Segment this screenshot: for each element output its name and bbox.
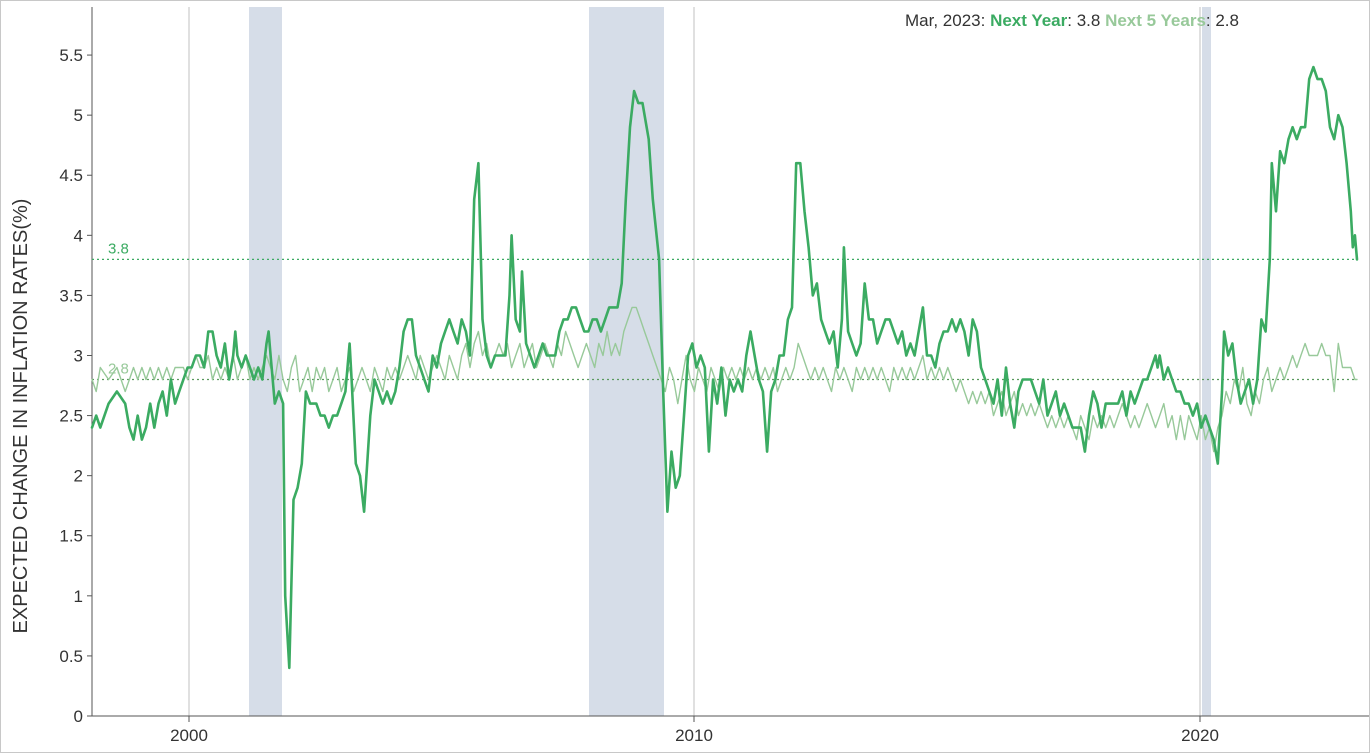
y-axis-title: EXPECTED CHANGE IN INFLATION RATES(%) xyxy=(10,199,32,634)
reference-label-3.8: 3.8 xyxy=(108,240,129,257)
y-tick-labels: 0 0.5 1 1.5 2 2.5 3 3.5 4 4.5 5 5.5 xyxy=(59,46,92,726)
recession-band-3 xyxy=(1202,7,1211,716)
readout-series1-value: : 3.8 xyxy=(1067,11,1105,30)
readout-series1-name: Next Year xyxy=(990,11,1068,30)
axes xyxy=(91,7,1369,717)
y-tick-label-1: 1 xyxy=(74,587,83,606)
y-tick-label-2.5: 2.5 xyxy=(59,407,83,426)
y-tick-label-4.5: 4.5 xyxy=(59,166,83,185)
readout-series2-value: : 2.8 xyxy=(1206,11,1239,30)
x-tick-label-2000: 2000 xyxy=(170,726,208,745)
x-tick-label-2020: 2020 xyxy=(1181,726,1219,745)
vertical-gridlines xyxy=(188,7,1201,716)
y-tick-label-3.5: 3.5 xyxy=(59,286,83,305)
y-tick-label-4: 4 xyxy=(74,226,83,245)
x-tick-labels: 2000 2010 2020 xyxy=(170,716,1219,745)
x-tick-label-2010: 2010 xyxy=(675,726,713,745)
series-line-next-5-years xyxy=(91,306,1358,453)
y-tick-label-5.5: 5.5 xyxy=(59,46,83,65)
recession-band-2 xyxy=(589,7,664,716)
y-tick-label-5: 5 xyxy=(74,106,83,125)
y-tick-label-0.5: 0.5 xyxy=(59,647,83,666)
y-tick-label-0: 0 xyxy=(74,707,83,726)
series-lines xyxy=(90,65,1359,670)
series-line-next-year xyxy=(90,65,1359,670)
y-tick-label-1.5: 1.5 xyxy=(59,527,83,546)
y-tick-label-3: 3 xyxy=(74,346,83,365)
readout-date: Mar, 2023: xyxy=(905,11,990,30)
recession-bands xyxy=(249,7,1211,716)
readout-series2-name: Next 5 Years xyxy=(1105,11,1206,30)
y-tick-label-2: 2 xyxy=(74,467,83,486)
hover-readout: Mar, 2023: Next Year: 3.8 Next 5 Years: … xyxy=(905,11,1239,30)
